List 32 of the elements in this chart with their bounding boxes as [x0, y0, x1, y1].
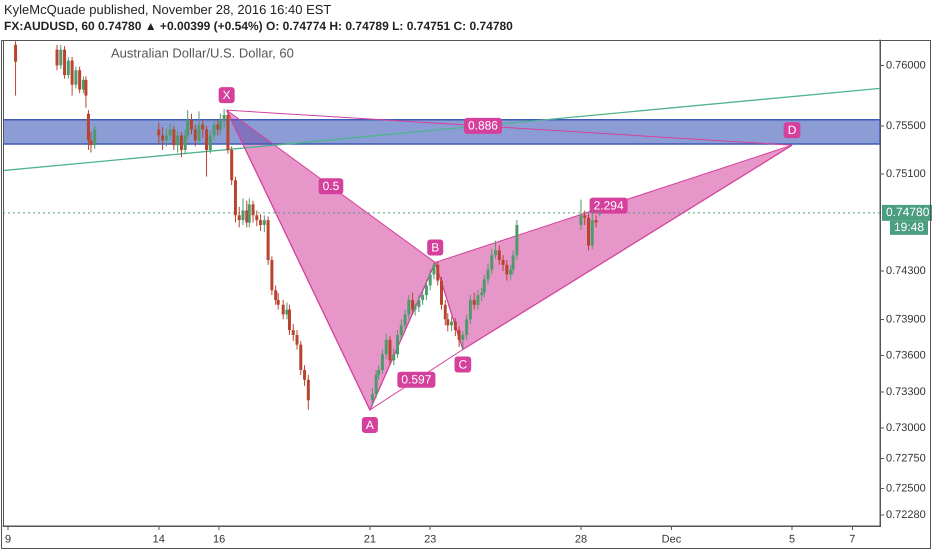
y-tick-label: 0.73600: [886, 350, 926, 362]
y-tick-label: 0.75500: [886, 120, 926, 132]
y-tick-label: 0.72280: [886, 509, 926, 522]
annotation: 2.294: [594, 198, 624, 212]
y-tick-label: 0.73900: [886, 313, 926, 326]
annotation: X: [222, 88, 231, 102]
y-tick-label: 0.72750: [886, 452, 926, 464]
y-tick-label: 0.74300: [886, 264, 926, 277]
chart-subtitle: FX:AUDUSD, 60 0.74780 ▲ +0.00399 (+0.54%) O: 0.74774 H: 0.74789 L: 0.74751 C: 0.74780: [4, 19, 513, 33]
annotation: D: [788, 122, 797, 137]
annotation: 0.886: [468, 118, 498, 133]
x-tick-label: 16: [212, 534, 226, 546]
x-tick-label: 14: [152, 534, 165, 546]
x-tick-label: 28: [574, 534, 588, 546]
annotation: Australian Dollar/U.S. Dollar, 60: [111, 46, 294, 61]
y-tick-label: 0.73000: [886, 422, 926, 434]
annotation: 0.597: [401, 372, 432, 387]
x-tick-label: 7: [849, 534, 856, 546]
y-tick-label: 0.73300: [886, 386, 926, 398]
x-tick-label: 21: [364, 534, 376, 546]
annotation: C: [458, 357, 468, 372]
y-tick-label: 0.76000: [886, 59, 926, 72]
x-tick-label: Dec: [662, 534, 682, 546]
chart-title: KyleMcQuade published, November 28, 2016 16:40 EST: [4, 2, 332, 17]
text: 19:48: [894, 220, 924, 234]
x-tick-label: 9: [4, 534, 12, 546]
x-tick-label: 23: [424, 534, 436, 546]
y-tick-label: 0.72500: [886, 482, 926, 495]
annotation: A: [366, 418, 374, 432]
y-tick-label: 0.75100: [886, 168, 926, 180]
x-tick-label: 5: [788, 534, 796, 546]
ref-line-label: 0.74780: [886, 205, 930, 220]
